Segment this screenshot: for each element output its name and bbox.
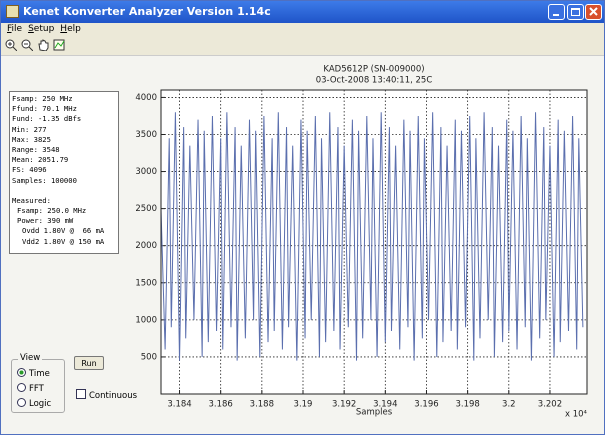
continuous-checkbox[interactable]: Continuous [76, 389, 137, 401]
plot-area [161, 90, 587, 394]
run-button[interactable]: Run [74, 356, 104, 370]
chart-title: KAD5612P (SN-009000) [323, 65, 424, 75]
title-bar: Kenet Konverter Analyzer Version 1.14c [1, 1, 604, 23]
info-line: Fsamp: 250 MHz [12, 94, 73, 103]
chart: KAD5612P (SN-009000) 03-Oct-2008 13:40:1… [135, 65, 588, 420]
y-tick-label: 1500 [135, 278, 157, 288]
plot-frame [160, 89, 588, 395]
radio-label: Time [29, 369, 50, 379]
y-tick-label: 3500 [135, 130, 157, 140]
y-tick-label: 2000 [135, 241, 157, 251]
info-line: Vdd2 1.80V @ 150 mA [22, 236, 105, 246]
info-line: Min: 277 [12, 124, 47, 134]
x-tick-label: 3.196 [414, 400, 438, 410]
info-line: Samples: 100000 [12, 175, 77, 185]
info-line: Ovdd 1.80V @ 66 mA [22, 226, 105, 236]
pan-tool[interactable] [37, 39, 49, 51]
menu-item[interactable]: File [7, 24, 23, 34]
menu-item[interactable]: Setup [28, 24, 55, 34]
signal-line [160, 112, 584, 361]
info-line: FS: 4096 [12, 165, 47, 175]
x-tick-label: 3.194 [373, 400, 397, 410]
y-tick-label: 500 [141, 352, 157, 362]
info-panel: Fsamp: 250 MHz Ffund: 70.1 MHz Fund: -1.35… [9, 91, 119, 254]
maximize-button[interactable] [567, 4, 584, 20]
radio-option[interactable]: FFT [17, 383, 44, 394]
x-axis-multiplier: x 10⁴ [565, 410, 588, 420]
info-line: Mean: 2051.79 [12, 155, 69, 165]
y-tick-label: 4000 [135, 93, 157, 103]
info-line: Range: 3548 [12, 145, 60, 155]
x-tick-label: 3.186 [209, 400, 233, 410]
x-tick-label: 3.202 [538, 400, 562, 410]
data-cursor-tool[interactable] [53, 39, 65, 51]
radio-option[interactable]: Time [17, 368, 50, 379]
x-tick-label: 3.2 [502, 400, 516, 410]
checkbox-label: Continuous [89, 391, 138, 401]
info-line: Ffund: 70.1 MHz [12, 104, 77, 114]
y-tick-label: 1000 [135, 315, 157, 325]
zoom-in-tool[interactable] [5, 39, 17, 51]
info-line: Fsamp: 250.0 MHz [17, 206, 87, 216]
menu-item[interactable]: Help [60, 24, 81, 34]
group-title: View [18, 353, 43, 363]
app-icon [6, 5, 19, 18]
window-title: Kenet Konverter Analyzer Version 1.14c [23, 5, 271, 18]
x-tick-label: 3.19 [294, 400, 313, 410]
chart-subtitle: 03-Oct-2008 13:40:11, 25C [316, 76, 433, 86]
x-tick-label: 3.192 [332, 400, 356, 410]
x-tick-label: 3.188 [250, 400, 274, 410]
x-axis-label: Samples [356, 408, 393, 418]
y-tick-label: 2500 [135, 204, 157, 214]
x-tick-label: 3.184 [167, 400, 191, 410]
zoom-out-tool[interactable] [21, 39, 33, 51]
close-button[interactable] [585, 4, 602, 20]
toolbar [1, 37, 604, 56]
view-group: View Time FFT Logic [11, 353, 65, 413]
radio-label: FFT [29, 384, 44, 394]
menu-bar: File Setup Help [1, 23, 604, 37]
info-heading: Measured: [12, 195, 51, 205]
info-line: Power: 390 mW [17, 216, 74, 226]
info-line: Max: 3825 [12, 134, 51, 144]
radio-option[interactable]: Logic [17, 398, 51, 409]
info-line: Fund: -1.35 dBfs [12, 114, 82, 124]
x-tick-label: 3.198 [455, 400, 479, 410]
minimize-button[interactable] [548, 4, 565, 20]
y-tick-label: 3000 [135, 167, 157, 177]
radio-label: Logic [29, 399, 52, 409]
